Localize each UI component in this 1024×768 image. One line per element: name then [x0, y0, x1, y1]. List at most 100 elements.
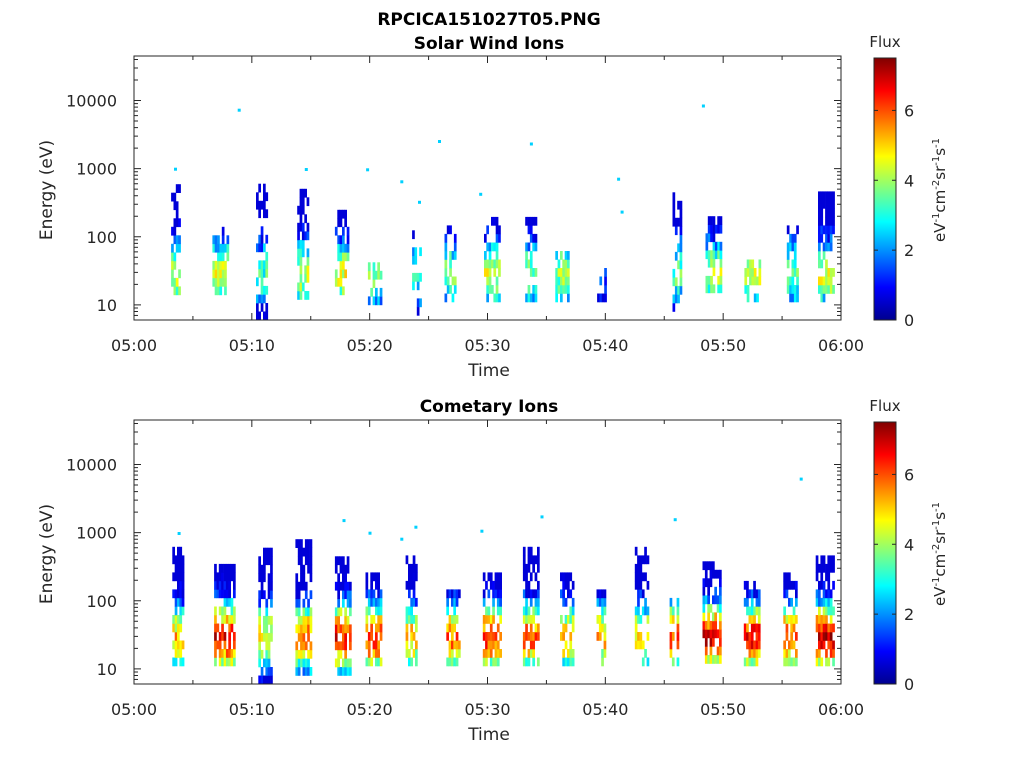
spectrogram-cell	[829, 191, 833, 201]
spectrogram-cell	[346, 252, 350, 262]
spectrogram-cell	[825, 199, 828, 209]
spectrogram-cell	[297, 590, 301, 600]
spectrogram-cell	[270, 590, 273, 600]
x-tick-label: 05:50	[700, 700, 746, 719]
spectrogram-cell	[712, 233, 716, 243]
spectrogram-cell	[827, 208, 831, 218]
spectrogram-cell	[309, 615, 313, 625]
spectrogram-cell	[337, 235, 340, 245]
spectrogram-cell	[379, 287, 383, 297]
spectrogram-cell	[815, 563, 819, 573]
isolated-point	[342, 519, 346, 523]
spectrogram-cell	[221, 606, 224, 616]
spectrogram-cell	[367, 657, 371, 667]
spectrogram-cell	[498, 259, 501, 269]
spectrogram-cell	[756, 276, 759, 286]
spectrogram-cell	[525, 632, 528, 641]
spectrogram-cell	[757, 597, 761, 607]
spectrogram-cell	[405, 623, 409, 633]
spectrogram-cell	[218, 657, 222, 667]
spectrogram-cell	[489, 580, 493, 590]
spectrogram-cell	[367, 589, 371, 599]
spectrogram-cell	[221, 563, 224, 573]
spectrogram-cell	[263, 192, 266, 202]
spectrogram-cell	[564, 572, 568, 582]
spectrogram-cell	[412, 572, 416, 582]
spectrogram-cell	[410, 623, 413, 633]
spectrogram-cell	[258, 641, 261, 651]
spectrogram-cell	[571, 649, 575, 658]
spectrogram-cell	[569, 640, 573, 650]
spectrogram-cell	[829, 276, 833, 286]
spectrogram-cell	[372, 589, 376, 599]
spectrogram-cell	[451, 623, 454, 633]
spectrogram-cell	[217, 277, 220, 287]
spectrogram-cell	[532, 293, 535, 303]
spectrogram-cell	[178, 184, 181, 193]
spectrogram-cell	[818, 225, 821, 235]
spectrogram-cell	[702, 629, 706, 639]
spectrogram-cell	[225, 657, 229, 667]
spectrogram-cell	[820, 580, 824, 590]
spectrogram-cell	[793, 233, 797, 243]
isolated-point	[400, 180, 404, 184]
spectrogram-cell	[790, 597, 793, 607]
spectrogram-cell	[379, 606, 383, 616]
spectrogram-cell	[304, 658, 308, 668]
spectrogram-cell	[370, 597, 373, 607]
spectrogram-cell	[337, 649, 340, 659]
spectrogram-cell	[225, 649, 229, 658]
spectrogram-cell	[719, 637, 722, 647]
y-tick-label: 10	[97, 296, 117, 315]
spectrogram-cell	[567, 285, 570, 294]
spectrogram-cell	[596, 597, 600, 607]
spectrogram-cell	[714, 612, 717, 622]
isolated-point	[529, 142, 533, 146]
spectrogram-cell	[263, 243, 266, 253]
spectrogram-cell	[448, 589, 452, 599]
spectrogram-cell	[571, 657, 575, 667]
spectrogram-cell	[214, 269, 218, 279]
spectrogram-cell	[753, 276, 757, 286]
spectrogram-cell	[256, 192, 259, 202]
spectrogram-cell	[793, 285, 797, 294]
spectrogram-cell	[304, 624, 308, 634]
spectrogram-cell	[644, 606, 647, 616]
spectrogram-cell	[267, 675, 271, 685]
spectrogram-cell	[256, 277, 259, 287]
spectrogram-cell	[569, 632, 573, 641]
spectrogram-cell	[172, 572, 175, 582]
spectrogram-cell	[644, 546, 647, 556]
spectrogram-cell	[446, 285, 450, 294]
isolated-point	[237, 108, 241, 112]
spectrogram-cell	[822, 615, 826, 624]
spectrogram-cell	[795, 657, 798, 667]
spectrogram-cell	[788, 649, 791, 658]
spectrogram-cell	[449, 268, 452, 277]
spectrogram-cell	[367, 632, 371, 641]
spectrogram-cell	[789, 293, 792, 303]
spectrogram-cell	[676, 623, 680, 633]
figure-title: RPCICA151027T05.PNG	[377, 10, 600, 30]
y-tick-label: 1000	[76, 160, 117, 179]
colorbar-gradient	[873, 57, 897, 321]
spectrogram-cell	[415, 623, 418, 633]
spectrogram-cell	[177, 623, 180, 633]
spectrogram-cell	[302, 581, 306, 591]
spectrogram-cell	[370, 615, 373, 624]
spectrogram-cell	[714, 595, 717, 605]
spectrogram-cell	[334, 641, 338, 651]
spectrogram-cell	[750, 597, 754, 607]
spectrogram-cell	[258, 268, 261, 278]
spectrogram-cell	[522, 649, 526, 658]
spectrogram-cell	[746, 259, 750, 269]
spectrogram-cell	[786, 259, 790, 269]
spectrogram-cell	[716, 569, 720, 579]
spectrogram-cell	[301, 282, 305, 292]
spectrogram-cell	[495, 242, 499, 252]
spectrogram-cell	[717, 284, 720, 294]
spectrogram-cell	[446, 589, 449, 599]
spectrogram-cell	[795, 597, 798, 607]
spectrogram-cell	[177, 563, 180, 573]
